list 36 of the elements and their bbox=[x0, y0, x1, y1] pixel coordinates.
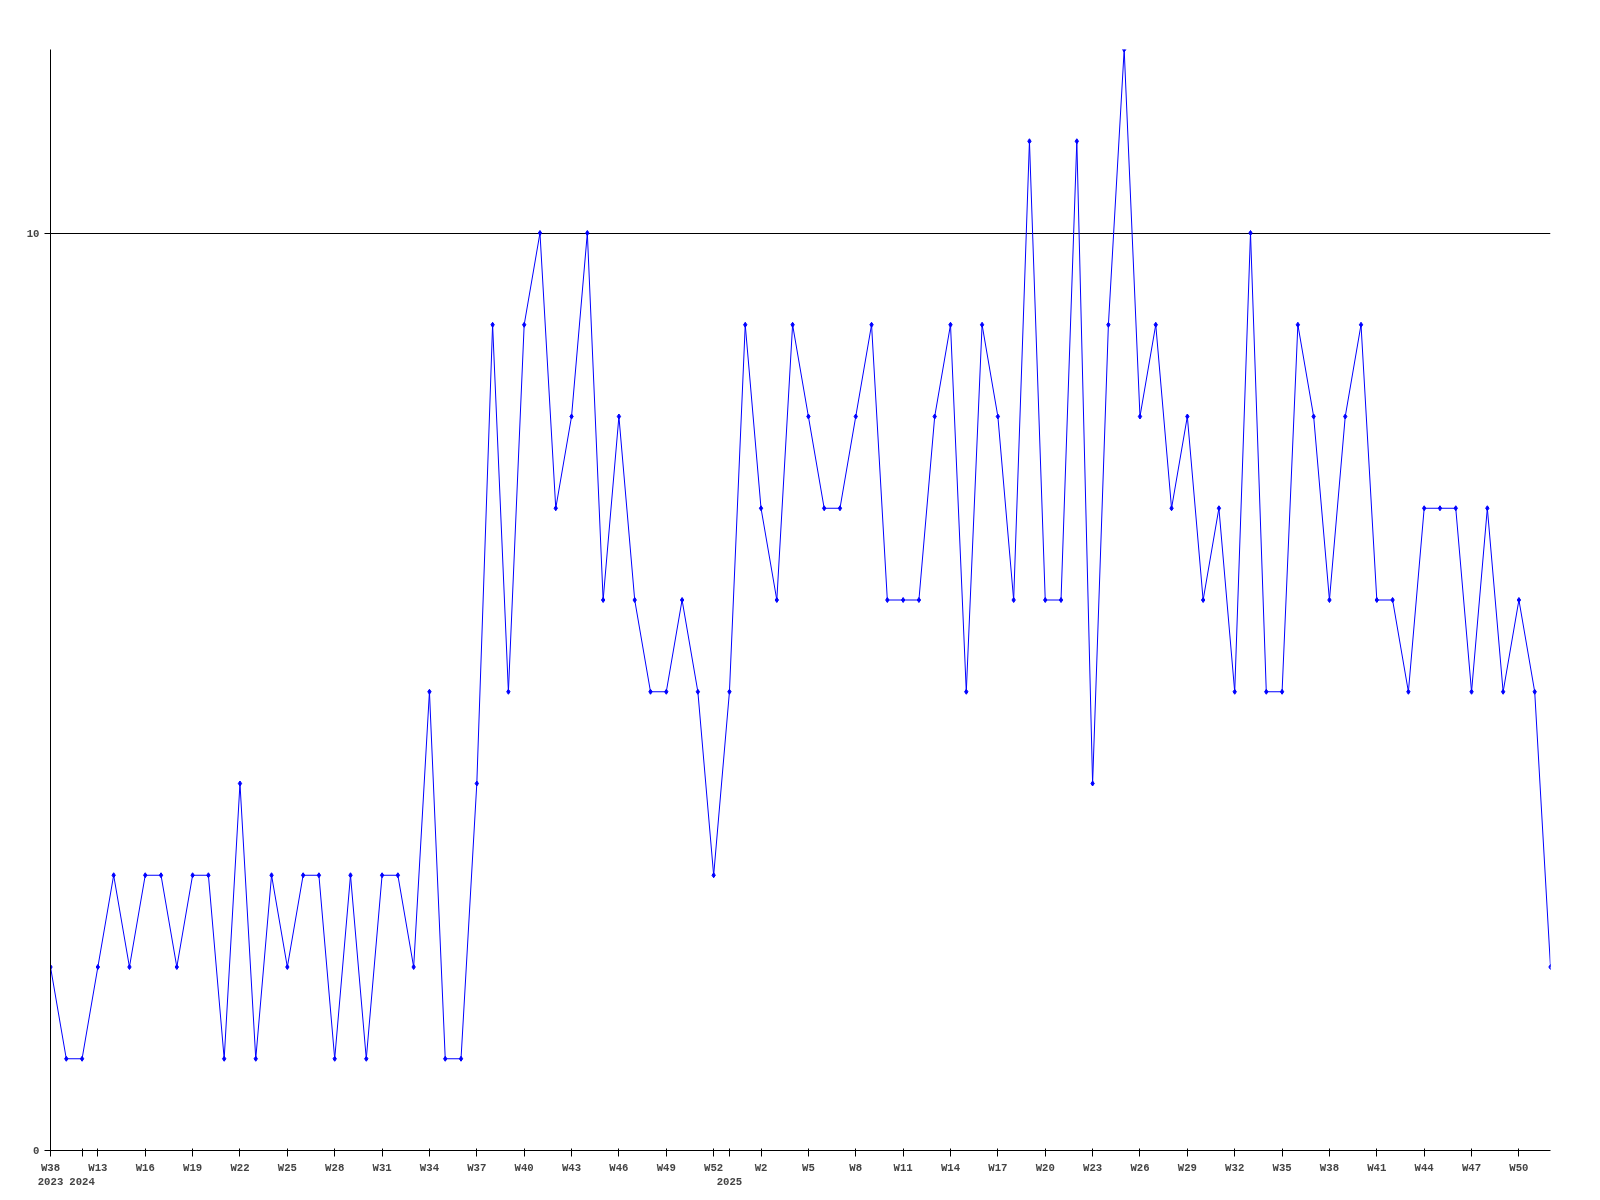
x-tick-label: W2 bbox=[754, 1161, 768, 1174]
x-tick-label: W46 bbox=[609, 1161, 629, 1174]
x-tick-label: W28 bbox=[325, 1161, 345, 1174]
x-tick-label: W19 bbox=[183, 1161, 203, 1174]
x-tick-label: W29 bbox=[1177, 1161, 1197, 1174]
x-tick-label: W38 bbox=[1319, 1161, 1340, 1174]
x-tick-label: W32 bbox=[1225, 1161, 1245, 1174]
x-tick-label: W34 bbox=[419, 1161, 440, 1174]
x-tick-label: W5 bbox=[802, 1161, 815, 1174]
x-tick-label: W23 bbox=[1083, 1161, 1103, 1174]
x-tick-label: 2024 bbox=[69, 1175, 96, 1188]
x-tick-label: W31 bbox=[372, 1161, 392, 1174]
x-tick-label: W17 bbox=[988, 1161, 1008, 1174]
x-tick-label: W22 bbox=[230, 1161, 250, 1174]
x-tick-label: W20 bbox=[1035, 1161, 1055, 1174]
x-tick-label: W38 2023 bbox=[37, 1161, 64, 1188]
x-tick-label: W40 bbox=[514, 1161, 534, 1174]
x-tick-label: W37 bbox=[467, 1161, 487, 1174]
y-tick-label: 10 bbox=[26, 227, 40, 240]
x-tick-label: W52 bbox=[704, 1161, 724, 1174]
x-tick-label: W25 bbox=[277, 1161, 297, 1174]
y-tick-label: 0 bbox=[33, 1145, 40, 1157]
x-tick-label: W16 bbox=[135, 1161, 155, 1174]
x-tick-label: W11 bbox=[893, 1161, 913, 1174]
x-tick-label: W35 bbox=[1272, 1161, 1292, 1174]
x-tick-label: W8 bbox=[849, 1161, 863, 1174]
x-tick-label: W43 bbox=[561, 1161, 582, 1174]
x-tick-label: W14 bbox=[940, 1161, 961, 1174]
x-tick-label: W47 bbox=[1461, 1161, 1482, 1174]
x-tick-label: W41 bbox=[1367, 1161, 1387, 1174]
x-tick-label: 2025 bbox=[716, 1175, 743, 1188]
x-tick-label: W49 bbox=[656, 1161, 676, 1174]
x-tick-label: W50 bbox=[1509, 1161, 1529, 1174]
x-tick-label: W13 bbox=[88, 1161, 108, 1174]
x-tick-label: W44 bbox=[1414, 1161, 1435, 1174]
x-tick-label: W26 bbox=[1130, 1161, 1150, 1174]
